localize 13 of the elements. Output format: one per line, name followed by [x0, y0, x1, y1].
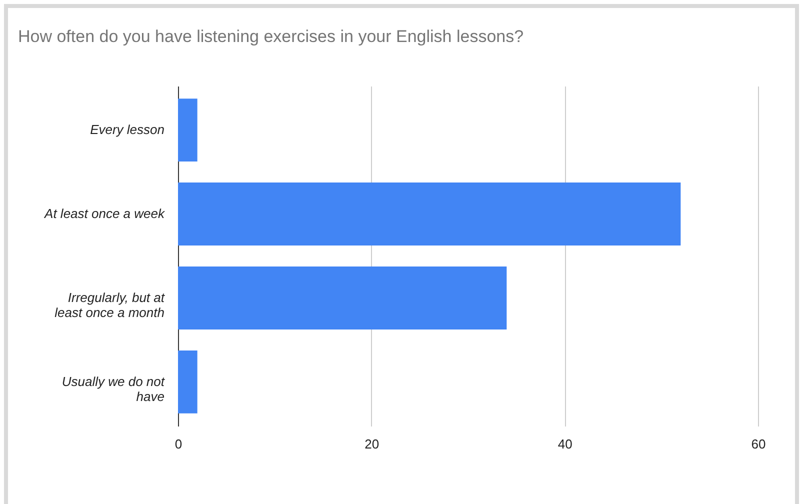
y-tick-label: Usually we do not have [62, 374, 166, 404]
y-tick-label: Every lesson [90, 122, 164, 138]
bar [178, 98, 198, 162]
x-tick-label: 20 [364, 436, 380, 452]
bar [178, 350, 198, 414]
bar [178, 266, 507, 330]
x-tick-label: 0 [174, 436, 182, 452]
y-tick-label: Irregularly, but at least once a month [54, 290, 166, 320]
y-tick-label: At least once a week [44, 206, 166, 222]
x-tick-label: 40 [558, 436, 572, 452]
chart-title: How often do you have listening exercises in your English lessons? [18, 27, 524, 46]
bar [178, 182, 681, 246]
x-tick-label: 60 [751, 436, 766, 452]
